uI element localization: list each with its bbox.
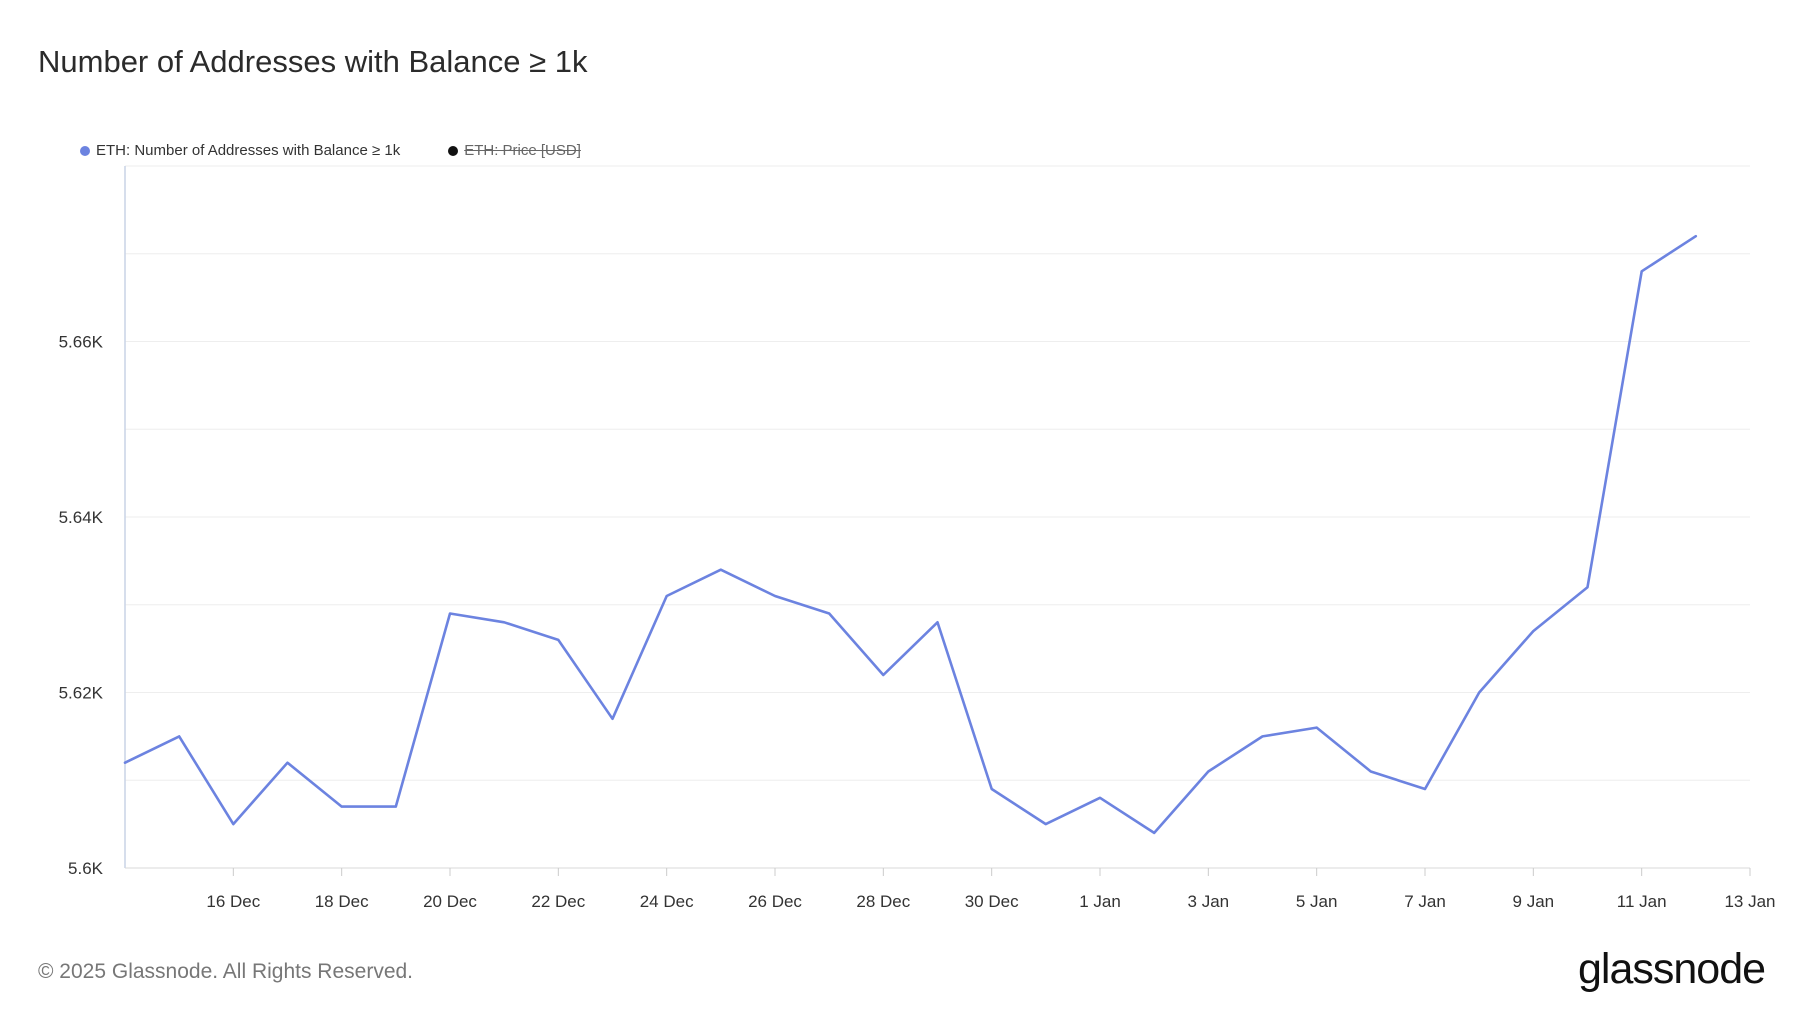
x-tick-label: 1 Jan xyxy=(1079,892,1121,911)
x-tick-label: 20 Dec xyxy=(423,892,477,911)
x-tick-label: 9 Jan xyxy=(1513,892,1555,911)
x-tick-label: 3 Jan xyxy=(1188,892,1230,911)
legend-item-price[interactable]: ETH: Price [USD] xyxy=(448,142,581,159)
legend: ETH: Number of Addresses with Balance ≥ … xyxy=(80,142,629,159)
x-tick-label: 30 Dec xyxy=(965,892,1019,911)
x-tick-label: 7 Jan xyxy=(1404,892,1446,911)
x-tick-label: 28 Dec xyxy=(856,892,910,911)
x-tick-label: 16 Dec xyxy=(206,892,260,911)
glassnode-logo: glassnode xyxy=(1578,945,1766,993)
x-tick-label: 22 Dec xyxy=(531,892,585,911)
y-tick-label: 5.62K xyxy=(59,684,104,703)
x-tick-label: 11 Jan xyxy=(1617,892,1667,911)
y-tick-label: 5.66K xyxy=(59,333,104,352)
x-tick-label: 24 Dec xyxy=(640,892,694,911)
copyright-footer: © 2025 Glassnode. All Rights Reserved. xyxy=(38,960,414,983)
x-tick-label: 5 Jan xyxy=(1296,892,1338,911)
legend-label-addresses: ETH: Number of Addresses with Balance ≥ … xyxy=(96,142,401,159)
legend-item-addresses[interactable]: ETH: Number of Addresses with Balance ≥ … xyxy=(80,142,400,159)
legend-dot-addresses xyxy=(80,145,90,156)
chart-title: Number of Addresses with Balance ≥ 1k xyxy=(38,44,588,79)
series-line-addresses xyxy=(123,234,1698,835)
x-tick-label: 26 Dec xyxy=(748,892,802,911)
x-tick-label: 18 Dec xyxy=(315,892,369,911)
y-tick-label: 5.6K xyxy=(68,859,104,878)
y-tick-label: 5.64K xyxy=(59,508,104,527)
legend-label-price: ETH: Price [USD] xyxy=(464,142,581,159)
legend-dot-price xyxy=(448,145,459,156)
x-tick-label: 13 Jan xyxy=(1724,892,1775,911)
